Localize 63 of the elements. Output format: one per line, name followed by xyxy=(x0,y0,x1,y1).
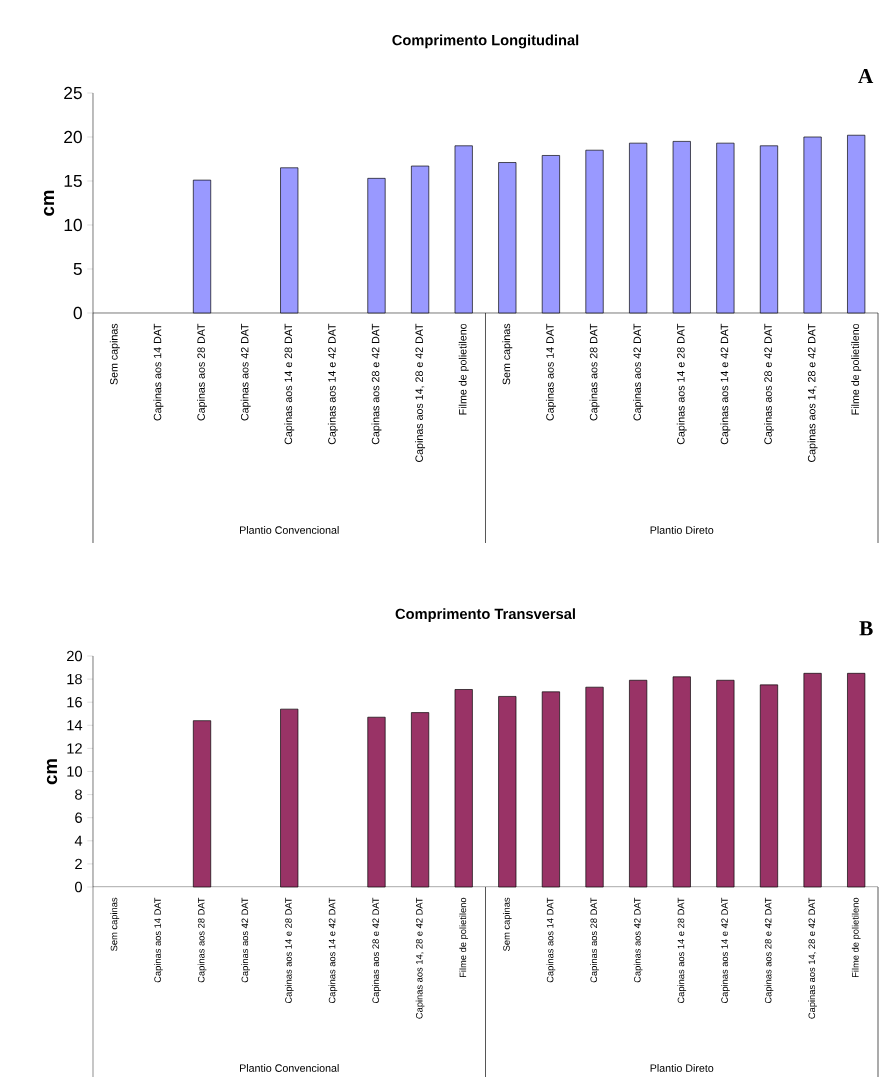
x-tick-label: Capinas aos 28 e 42 DAT xyxy=(372,897,381,1004)
y-axis-title: cm xyxy=(43,190,55,216)
x-tick-label: Capinas aos 42 DAT xyxy=(241,897,250,983)
chart-title: Comprimento Transversal xyxy=(395,608,575,622)
x-tick-label: Capinas aos 28 DAT xyxy=(590,897,599,983)
x-tick-label: Capinas aos 28 DAT xyxy=(197,323,207,421)
x-tick-label: Capinas aos 28 DAT xyxy=(197,897,207,983)
x-tick-label: Capinas aos 14 e 42 DAT xyxy=(720,323,731,445)
x-tick-label: Capinas aos 28 e 42 DAT xyxy=(371,323,382,445)
y-tick-label: 6 xyxy=(75,812,82,823)
x-tick-label: Capinas aos 28 e 42 DAT xyxy=(764,323,774,445)
x-tick-label: Capinas aos 14 e 28 DAT xyxy=(676,323,687,445)
x-tick-label: Capinas aos 14 e 28 DAT xyxy=(284,897,294,1004)
y-tick-label: 2 xyxy=(75,858,82,870)
y-tick-label: 0 xyxy=(73,306,82,320)
text: Plantio Direto xyxy=(650,1064,714,1072)
x-tick-label: Capinas aos 14 DAT xyxy=(545,323,556,421)
x-tick-label: Sem capinas xyxy=(110,897,120,951)
x-tick-label: Capinas aos 14 e 42 DAT xyxy=(721,897,730,1004)
x-tick-label: Capinas aos 14 DAT xyxy=(154,897,163,983)
x-tick-label: Capinas aos 14 e 42 DAT xyxy=(328,897,338,1004)
x-tick-label: Capinas aos 14 e 28 DAT xyxy=(284,323,295,445)
y-tick-label: 14 xyxy=(67,720,83,731)
x-tick-label: Capinas aos 14, 28 e 42 DAT xyxy=(807,323,818,462)
x-tick-label: Capinas aos 14 e 42 DAT xyxy=(327,323,338,445)
y-tick-label: 20 xyxy=(67,650,83,662)
y-tick-label: 18 xyxy=(67,673,82,685)
x-tick-label: Capinas aos 14 DAT xyxy=(546,897,556,983)
x-tick-label: Capinas aos 42 DAT xyxy=(633,897,643,983)
chart-title: Comprimento Longitudinal xyxy=(392,34,579,49)
y-axis-title: cm xyxy=(46,759,58,785)
x-tick-label: Capinas aos 14, 28 e 42 DAT xyxy=(808,897,817,1019)
x-tick-label: Filme de polietileno xyxy=(851,897,861,978)
x-tick-label: Sem capinas xyxy=(109,323,120,385)
x-tick-label: Capinas aos 14, 28 e 42 DAT xyxy=(415,897,425,1019)
text: Plantio Direto xyxy=(650,526,714,534)
y-tick-label: 16 xyxy=(67,697,82,708)
x-tick-label: Capinas aos 28 DAT xyxy=(589,323,600,421)
y-tick-label: 0 xyxy=(75,881,83,893)
y-tick-label: 8 xyxy=(75,789,82,800)
text: Plantio Convencional xyxy=(240,526,339,534)
text: B xyxy=(859,621,873,636)
x-tick-label: Capinas aos 42 DAT xyxy=(633,323,644,421)
x-tick-label: Capinas aos 14 e 28 DAT xyxy=(677,897,687,1004)
x-tick-label: Capinas aos 42 DAT xyxy=(240,323,251,421)
x-tick-label: Capinas aos 14 DAT xyxy=(153,323,164,421)
y-tick-label: 10 xyxy=(64,218,82,232)
y-tick-label: 5 xyxy=(73,262,82,276)
x-tick-label: Filme de polietileno xyxy=(459,897,469,978)
y-tick-label: 20 xyxy=(64,130,82,144)
text: Plantio Convencional xyxy=(240,1064,339,1072)
y-tick-label: 10 xyxy=(67,766,83,777)
x-tick-label: Capinas aos 14, 28 e 42 DAT xyxy=(415,323,426,462)
x-tick-label: Sem capinas xyxy=(502,897,512,951)
y-tick-label: 12 xyxy=(67,743,82,754)
text: A xyxy=(858,68,874,83)
x-tick-label: Sem capinas xyxy=(502,323,513,385)
x-tick-label: Filme de polietileno xyxy=(458,323,469,415)
y-tick-label: 15 xyxy=(64,174,82,188)
y-tick-label: 4 xyxy=(74,835,83,846)
y-tick-label: 25 xyxy=(64,86,82,100)
x-tick-label: Filme de polietileno xyxy=(851,323,862,415)
x-tick-label: Capinas aos 28 e 42 DAT xyxy=(764,897,774,1004)
